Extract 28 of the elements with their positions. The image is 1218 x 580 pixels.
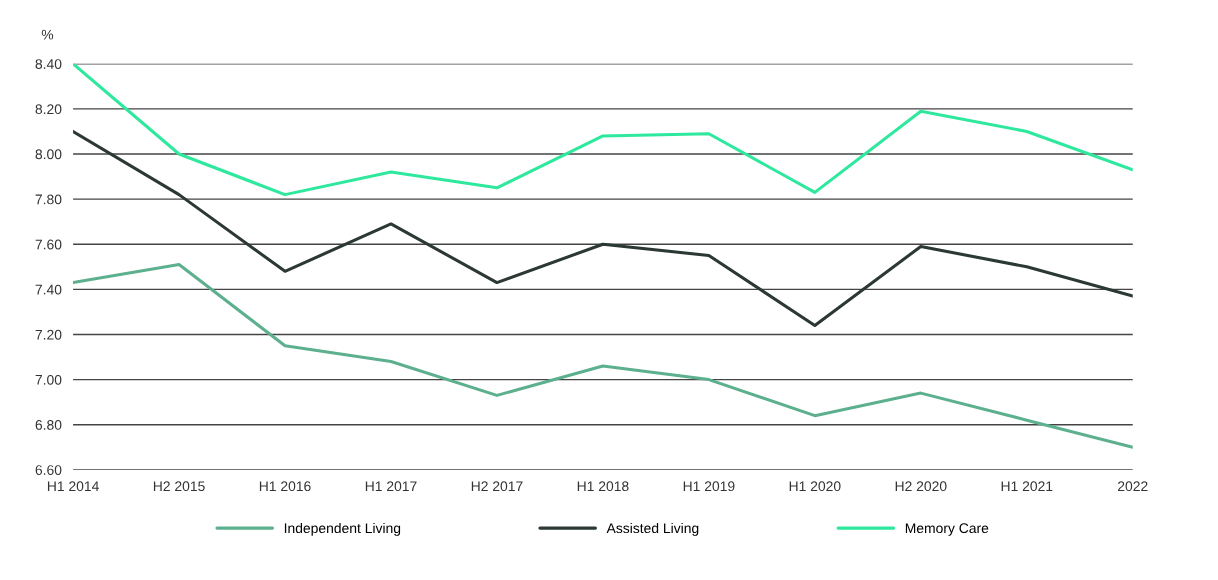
y-tick-label: 7.40 — [35, 284, 62, 295]
legend-label: Independent Living — [284, 522, 401, 536]
x-tick-label: H1 2017 — [365, 481, 417, 492]
x-tick-label: H1 2021 — [1001, 481, 1053, 492]
y-tick-label: 8.40 — [35, 59, 62, 69]
y-tick-label: 7.20 — [35, 329, 62, 340]
y-axis-title: % — [41, 29, 54, 40]
x-tick-label: H1 2016 — [259, 481, 311, 492]
y-tick-label: 8.00 — [35, 149, 62, 160]
legend-label: Assisted Living — [606, 522, 699, 536]
line-series — [73, 263, 1133, 449]
x-tick-label: H2 2017 — [471, 481, 523, 492]
x-tick-label: H2 2015 — [153, 481, 205, 492]
x-tick-label: H1 2019 — [683, 481, 735, 492]
y-tick-label: 7.60 — [35, 239, 62, 250]
y-tick-label: 6.80 — [35, 420, 62, 430]
x-tick-label: H1 2018 — [577, 481, 629, 492]
legend-label: Memory Care — [905, 523, 989, 536]
y-tick-label: 7.00 — [35, 374, 62, 385]
y-tick-label: 7.80 — [35, 194, 62, 205]
x-tick-label: H1 2020 — [789, 481, 841, 492]
x-tick-label: H2 2020 — [895, 481, 947, 492]
x-tick-label: H1 2014 — [47, 481, 99, 492]
y-tick-label: 8.20 — [35, 104, 62, 115]
line-series — [73, 129, 1133, 327]
line-series — [73, 63, 1133, 197]
y-tick-label: 6.60 — [35, 465, 62, 475]
x-tick-label: 2022 — [1117, 481, 1148, 492]
